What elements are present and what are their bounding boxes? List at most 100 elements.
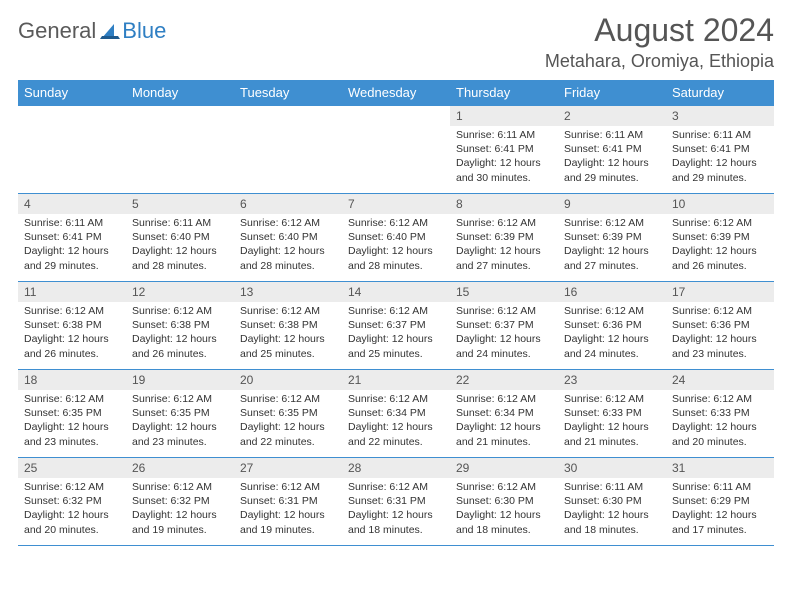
calendar-day-cell	[126, 106, 234, 194]
calendar-day-cell: 1Sunrise: 6:11 AMSunset: 6:41 PMDaylight…	[450, 106, 558, 194]
calendar-day-cell: 2Sunrise: 6:11 AMSunset: 6:41 PMDaylight…	[558, 106, 666, 194]
calendar-day-cell: 18Sunrise: 6:12 AMSunset: 6:35 PMDayligh…	[18, 370, 126, 458]
day-number: 9	[558, 194, 666, 214]
day-details: Sunrise: 6:12 AMSunset: 6:30 PMDaylight:…	[450, 478, 558, 541]
calendar-day-cell: 3Sunrise: 6:11 AMSunset: 6:41 PMDaylight…	[666, 106, 774, 194]
weekday-header: Sunday	[18, 80, 126, 106]
calendar-day-cell: 8Sunrise: 6:12 AMSunset: 6:39 PMDaylight…	[450, 194, 558, 282]
day-number: 22	[450, 370, 558, 390]
page-header: General Blue August 2024 Metahara, Oromi…	[18, 12, 774, 72]
day-details: Sunrise: 6:12 AMSunset: 6:40 PMDaylight:…	[342, 214, 450, 277]
day-number: 10	[666, 194, 774, 214]
calendar-week-row: 25Sunrise: 6:12 AMSunset: 6:32 PMDayligh…	[18, 458, 774, 546]
day-number: 13	[234, 282, 342, 302]
day-number: 5	[126, 194, 234, 214]
calendar-day-cell: 30Sunrise: 6:11 AMSunset: 6:30 PMDayligh…	[558, 458, 666, 546]
day-details: Sunrise: 6:12 AMSunset: 6:32 PMDaylight:…	[126, 478, 234, 541]
weekday-header: Monday	[126, 80, 234, 106]
day-details: Sunrise: 6:12 AMSunset: 6:34 PMDaylight:…	[450, 390, 558, 453]
calendar-day-cell: 22Sunrise: 6:12 AMSunset: 6:34 PMDayligh…	[450, 370, 558, 458]
day-number: 28	[342, 458, 450, 478]
weekday-header: Tuesday	[234, 80, 342, 106]
calendar-day-cell: 12Sunrise: 6:12 AMSunset: 6:38 PMDayligh…	[126, 282, 234, 370]
day-details: Sunrise: 6:12 AMSunset: 6:37 PMDaylight:…	[342, 302, 450, 365]
calendar-day-cell	[342, 106, 450, 194]
month-title: August 2024	[545, 12, 774, 49]
day-details: Sunrise: 6:12 AMSunset: 6:32 PMDaylight:…	[18, 478, 126, 541]
weekday-header-row: Sunday Monday Tuesday Wednesday Thursday…	[18, 80, 774, 106]
day-details: Sunrise: 6:12 AMSunset: 6:37 PMDaylight:…	[450, 302, 558, 365]
calendar-body: 1Sunrise: 6:11 AMSunset: 6:41 PMDaylight…	[18, 106, 774, 546]
day-number: 14	[342, 282, 450, 302]
day-details: Sunrise: 6:12 AMSunset: 6:36 PMDaylight:…	[558, 302, 666, 365]
day-number: 16	[558, 282, 666, 302]
day-number: 18	[18, 370, 126, 390]
weekday-header: Thursday	[450, 80, 558, 106]
calendar-day-cell: 23Sunrise: 6:12 AMSunset: 6:33 PMDayligh…	[558, 370, 666, 458]
day-details: Sunrise: 6:12 AMSunset: 6:38 PMDaylight:…	[126, 302, 234, 365]
day-details: Sunrise: 6:12 AMSunset: 6:33 PMDaylight:…	[666, 390, 774, 453]
logo-text-1: General	[18, 18, 96, 44]
location-text: Metahara, Oromiya, Ethiopia	[545, 51, 774, 72]
calendar-day-cell	[234, 106, 342, 194]
day-number: 17	[666, 282, 774, 302]
day-number: 31	[666, 458, 774, 478]
day-number: 27	[234, 458, 342, 478]
calendar-day-cell: 19Sunrise: 6:12 AMSunset: 6:35 PMDayligh…	[126, 370, 234, 458]
day-details: Sunrise: 6:12 AMSunset: 6:35 PMDaylight:…	[126, 390, 234, 453]
day-number: 26	[126, 458, 234, 478]
day-number: 1	[450, 106, 558, 126]
calendar-day-cell: 9Sunrise: 6:12 AMSunset: 6:39 PMDaylight…	[558, 194, 666, 282]
calendar-week-row: 18Sunrise: 6:12 AMSunset: 6:35 PMDayligh…	[18, 370, 774, 458]
calendar-day-cell: 11Sunrise: 6:12 AMSunset: 6:38 PMDayligh…	[18, 282, 126, 370]
calendar-day-cell: 17Sunrise: 6:12 AMSunset: 6:36 PMDayligh…	[666, 282, 774, 370]
day-number: 4	[18, 194, 126, 214]
day-number: 19	[126, 370, 234, 390]
calendar-day-cell: 4Sunrise: 6:11 AMSunset: 6:41 PMDaylight…	[18, 194, 126, 282]
title-block: August 2024 Metahara, Oromiya, Ethiopia	[545, 12, 774, 72]
calendar-day-cell: 29Sunrise: 6:12 AMSunset: 6:30 PMDayligh…	[450, 458, 558, 546]
calendar-day-cell: 6Sunrise: 6:12 AMSunset: 6:40 PMDaylight…	[234, 194, 342, 282]
day-details: Sunrise: 6:11 AMSunset: 6:41 PMDaylight:…	[558, 126, 666, 189]
day-details: Sunrise: 6:12 AMSunset: 6:39 PMDaylight:…	[666, 214, 774, 277]
day-details: Sunrise: 6:12 AMSunset: 6:38 PMDaylight:…	[234, 302, 342, 365]
day-number: 25	[18, 458, 126, 478]
day-number: 20	[234, 370, 342, 390]
day-details: Sunrise: 6:12 AMSunset: 6:40 PMDaylight:…	[234, 214, 342, 277]
day-details: Sunrise: 6:12 AMSunset: 6:39 PMDaylight:…	[450, 214, 558, 277]
day-number: 2	[558, 106, 666, 126]
day-number: 30	[558, 458, 666, 478]
day-details: Sunrise: 6:12 AMSunset: 6:35 PMDaylight:…	[234, 390, 342, 453]
calendar-day-cell: 13Sunrise: 6:12 AMSunset: 6:38 PMDayligh…	[234, 282, 342, 370]
day-number: 3	[666, 106, 774, 126]
calendar-day-cell: 24Sunrise: 6:12 AMSunset: 6:33 PMDayligh…	[666, 370, 774, 458]
calendar-day-cell: 15Sunrise: 6:12 AMSunset: 6:37 PMDayligh…	[450, 282, 558, 370]
calendar-day-cell: 28Sunrise: 6:12 AMSunset: 6:31 PMDayligh…	[342, 458, 450, 546]
day-number: 24	[666, 370, 774, 390]
day-details: Sunrise: 6:11 AMSunset: 6:29 PMDaylight:…	[666, 478, 774, 541]
calendar-day-cell: 20Sunrise: 6:12 AMSunset: 6:35 PMDayligh…	[234, 370, 342, 458]
day-details: Sunrise: 6:12 AMSunset: 6:35 PMDaylight:…	[18, 390, 126, 453]
calendar-day-cell: 7Sunrise: 6:12 AMSunset: 6:40 PMDaylight…	[342, 194, 450, 282]
calendar-day-cell: 5Sunrise: 6:11 AMSunset: 6:40 PMDaylight…	[126, 194, 234, 282]
calendar-day-cell: 31Sunrise: 6:11 AMSunset: 6:29 PMDayligh…	[666, 458, 774, 546]
weekday-header: Saturday	[666, 80, 774, 106]
day-details: Sunrise: 6:12 AMSunset: 6:33 PMDaylight:…	[558, 390, 666, 453]
day-details: Sunrise: 6:11 AMSunset: 6:41 PMDaylight:…	[18, 214, 126, 277]
day-number: 29	[450, 458, 558, 478]
logo-text-2: Blue	[122, 18, 166, 44]
day-details: Sunrise: 6:12 AMSunset: 6:36 PMDaylight:…	[666, 302, 774, 365]
calendar-day-cell: 16Sunrise: 6:12 AMSunset: 6:36 PMDayligh…	[558, 282, 666, 370]
day-number: 23	[558, 370, 666, 390]
calendar-week-row: 11Sunrise: 6:12 AMSunset: 6:38 PMDayligh…	[18, 282, 774, 370]
day-number: 8	[450, 194, 558, 214]
day-number: 11	[18, 282, 126, 302]
calendar-day-cell: 21Sunrise: 6:12 AMSunset: 6:34 PMDayligh…	[342, 370, 450, 458]
day-number: 6	[234, 194, 342, 214]
day-details: Sunrise: 6:11 AMSunset: 6:41 PMDaylight:…	[450, 126, 558, 189]
day-details: Sunrise: 6:11 AMSunset: 6:40 PMDaylight:…	[126, 214, 234, 277]
logo: General Blue	[18, 18, 166, 44]
calendar-day-cell: 27Sunrise: 6:12 AMSunset: 6:31 PMDayligh…	[234, 458, 342, 546]
calendar-day-cell: 25Sunrise: 6:12 AMSunset: 6:32 PMDayligh…	[18, 458, 126, 546]
calendar-day-cell	[18, 106, 126, 194]
